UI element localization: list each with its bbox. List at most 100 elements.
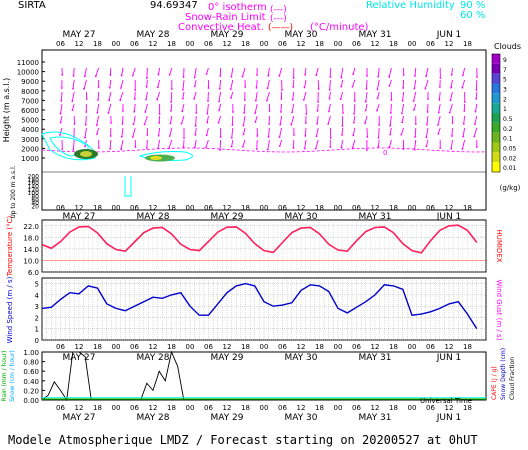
top-hour-tick: 18 xyxy=(389,40,398,48)
wind-arrow-head xyxy=(450,147,453,150)
mid2-hour-tick: 12 xyxy=(445,343,454,351)
rh-60: 60 % xyxy=(460,10,485,21)
colorbar-segment xyxy=(492,113,500,123)
wind-arrow xyxy=(377,67,380,77)
wind-arrow-head xyxy=(107,111,110,114)
wind-arrow-head xyxy=(59,112,62,115)
wind-arrow-head xyxy=(401,121,403,124)
colorbar-title: Clouds xyxy=(494,42,521,51)
wind-arrow-head xyxy=(461,148,464,150)
top-hour-tick: 00 xyxy=(112,40,121,48)
mid2-hour-tick: 00 xyxy=(112,343,121,351)
wind-arrow xyxy=(145,91,148,100)
wind-arrow-head xyxy=(131,74,134,77)
top-hour-tick: 12 xyxy=(371,40,380,48)
mid2-day-label: MAY 29 xyxy=(210,353,243,363)
wind-arrow-head xyxy=(121,123,124,125)
wind-arrow-head xyxy=(352,121,355,124)
wind-arrow xyxy=(85,115,87,125)
site-name: SIRTA xyxy=(18,0,46,11)
mid1-hour-tick: 18 xyxy=(241,204,250,212)
wind-arrow xyxy=(255,91,258,101)
wind-arrow-head xyxy=(437,111,440,114)
top-hour-tick: 06 xyxy=(426,40,435,48)
cloudfraction-ylabel: Cloud Fraction xyxy=(509,357,516,400)
bottom-day-label: MAY 27 xyxy=(62,413,95,423)
rain-line xyxy=(41,350,190,402)
wind-arrow-head xyxy=(218,109,221,112)
wind-arrow-head xyxy=(119,99,122,102)
wind-arrow xyxy=(205,139,209,148)
wind-arrow-head xyxy=(72,87,74,90)
mid2-hour-tick: 00 xyxy=(260,343,269,351)
wind-speed-line xyxy=(41,282,478,330)
wind-arrow-head xyxy=(183,137,185,139)
wind-arrow-head xyxy=(84,123,87,126)
wind-arrow-head xyxy=(339,98,342,100)
wind-arrow-head xyxy=(280,98,283,100)
wind-arrow-head xyxy=(448,111,451,114)
colorbar-segment xyxy=(492,162,500,172)
wind-arrow-head xyxy=(170,101,173,103)
wind-arrow xyxy=(83,79,87,89)
colorbar-tick-label: 0.05 xyxy=(503,145,517,152)
rain-tick-label: 0.40 xyxy=(23,378,39,386)
wind-arrow-head xyxy=(83,75,86,78)
wind-arrow xyxy=(96,127,100,135)
wind-arrow xyxy=(254,103,258,114)
wind-arrow xyxy=(144,115,148,125)
mid1-hour-tick: 00 xyxy=(408,204,417,212)
colorbar-segment xyxy=(492,54,500,64)
mid2-hour-tick: 12 xyxy=(297,343,306,351)
wind-arrow xyxy=(377,79,380,90)
wind-arrow-head xyxy=(145,147,148,149)
wind-arrow xyxy=(279,115,283,125)
wind-arrow-head xyxy=(268,110,271,112)
colorbar-segment xyxy=(492,93,500,104)
bottom-day-label: JUN 1 xyxy=(436,413,462,423)
wind-arrow xyxy=(231,67,234,77)
height-tick-label: 4000 xyxy=(21,126,39,134)
wind-arrow-head xyxy=(182,88,184,91)
colorbar-tick-label: 0.02 xyxy=(503,155,517,162)
wind-arrow-head xyxy=(364,100,367,103)
mid2-hour-tick: 12 xyxy=(149,343,158,351)
wind-arrow xyxy=(425,67,429,77)
wind-arrow-head xyxy=(401,99,404,102)
mid2-hour-tick: 12 xyxy=(223,343,232,351)
wind-arrow-head xyxy=(218,87,221,90)
wind-arrow-head xyxy=(377,145,380,148)
top-hour-tick: 06 xyxy=(278,40,287,48)
bottom-hour-tick: 06 xyxy=(426,404,435,412)
temp-tick-label: 18.0 xyxy=(23,234,39,242)
height-low-tick-label: 40 xyxy=(31,200,39,207)
wind-arrow-head xyxy=(389,133,392,136)
wind-arrow-head xyxy=(292,77,295,79)
top-time-axis: 06 12 18 00 06 12 18 00 06 12 18 00 06 12 18 00 06 12 18 00… xyxy=(56,30,472,48)
colorbar-tick-label: 0.1 xyxy=(503,136,513,143)
cloud-blob xyxy=(150,156,162,160)
wind-arrow xyxy=(317,103,319,111)
wind-arrow-head xyxy=(205,73,208,75)
wind-arrow-head xyxy=(182,76,185,78)
wind-arrow xyxy=(462,127,466,137)
wind-arrow xyxy=(170,103,173,111)
mid2-day-label: JUN 1 xyxy=(436,353,462,363)
wind-arrow xyxy=(437,115,441,126)
wind-arrow-head xyxy=(61,74,64,76)
wind-arrow-head xyxy=(414,136,417,138)
site-coords: 94.69347 xyxy=(150,0,198,11)
wind-arrow-head xyxy=(279,123,282,126)
wind-arrow-head xyxy=(315,74,318,76)
wind-arrow xyxy=(426,115,429,125)
bottom-hour-tick: 00 xyxy=(186,404,195,412)
wind-arrow-head xyxy=(426,123,428,126)
wind-arrow-head xyxy=(133,110,136,113)
height-low-tick-label: 60 xyxy=(31,197,39,204)
wind-arrow-head xyxy=(256,74,258,76)
bottom-day-label: MAY 28 xyxy=(136,413,169,423)
wind-arrow xyxy=(303,91,307,100)
wind-arrow-head xyxy=(242,124,245,127)
wind-arrow-head xyxy=(304,122,307,124)
wind-arrow xyxy=(389,127,392,135)
